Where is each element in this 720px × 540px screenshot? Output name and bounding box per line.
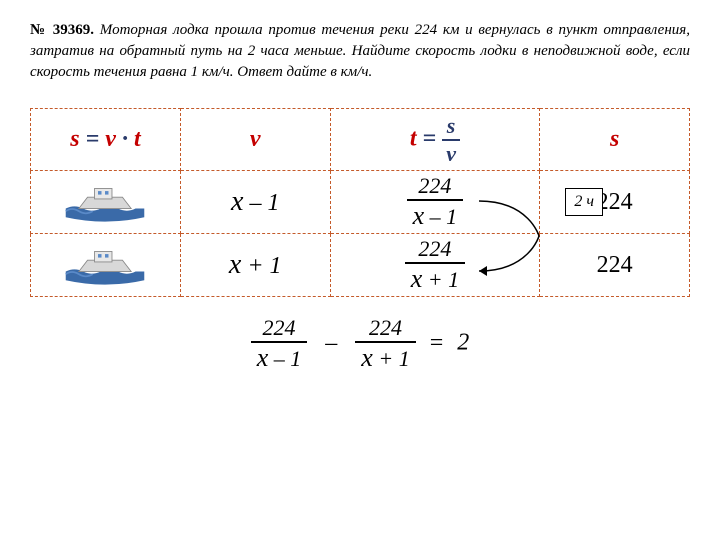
hdr-svt: s = v · t xyxy=(31,109,181,171)
hdr-v: v xyxy=(180,109,330,171)
v-downstream: x + 1 xyxy=(180,234,330,297)
eq-right-frac: 224 x + 1 xyxy=(355,317,415,371)
hdr-t-frac: s v xyxy=(442,115,460,165)
t-downstream: 224 x + 1 xyxy=(330,234,540,297)
t-upstream: 224 x – 1 xyxy=(330,171,540,234)
final-equation: 224 x – 1 – 224 x + 1 = 2 xyxy=(30,317,690,371)
boat-icon xyxy=(60,178,150,226)
eq-left-frac: 224 x – 1 xyxy=(251,317,308,371)
eq-result: 2 xyxy=(457,330,469,356)
boat-icon xyxy=(60,241,150,289)
s-upstream: 2 ч 224 xyxy=(540,171,690,234)
boat-downstream xyxy=(31,234,181,297)
eq-minus: – xyxy=(325,330,337,356)
hdr-s: s xyxy=(540,109,690,171)
eq-equals: = xyxy=(430,330,444,356)
hdr-t: t = s v xyxy=(330,109,540,171)
header-row: s = v · t v t = s v s xyxy=(31,109,690,171)
problem-text: № 39369. Моторная лодка прошла против те… xyxy=(30,20,690,83)
problem-body: Моторная лодка прошла против течения рек… xyxy=(30,22,690,80)
v-upstream: x – 1 xyxy=(180,171,330,234)
boat-upstream xyxy=(31,171,181,234)
s-downstream: 224 xyxy=(540,234,690,297)
diff-box: 2 ч xyxy=(565,188,603,216)
problem-number: № 39369. xyxy=(30,22,94,38)
row-downstream: x + 1 224 x + 1 224 xyxy=(31,234,690,297)
row-upstream: x – 1 224 x – 1 2 ч 224 xyxy=(31,171,690,234)
solution-table: s = v · t v t = s v s xyxy=(30,108,690,297)
